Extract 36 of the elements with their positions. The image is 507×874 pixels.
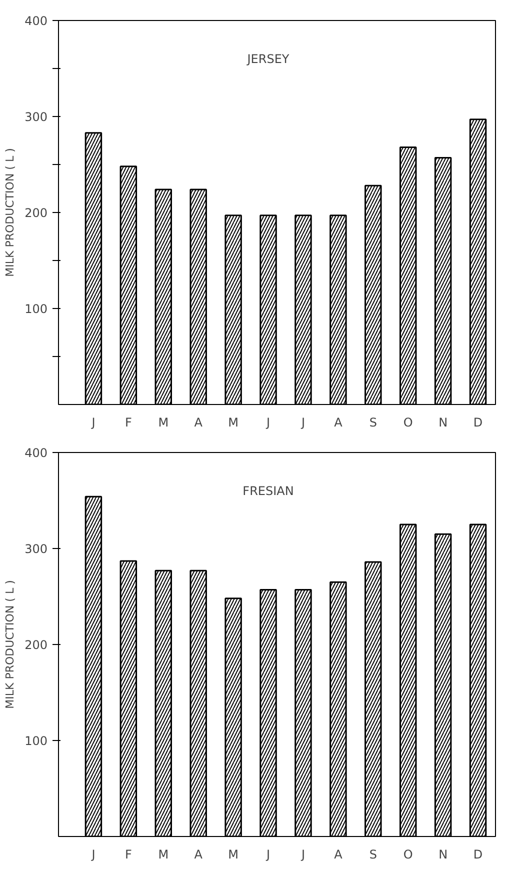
x-tick-label: M (158, 848, 169, 862)
x-tick-label: D (473, 848, 483, 862)
y-axis-title: MILK PRODUCTION ( L ) (4, 580, 17, 709)
x-tick-label: A (194, 416, 204, 430)
x-tick-label: J (265, 848, 270, 862)
x-tick-label: J (300, 848, 305, 862)
y-tick-label: 100 (24, 302, 48, 316)
x-tick-label: N (438, 848, 448, 862)
x-tick-label: M (228, 848, 238, 862)
x-tick-label: M (228, 416, 238, 430)
x-tick-label: O (403, 848, 413, 862)
x-tick-label: M (158, 416, 169, 430)
y-tick-label: 100 (24, 734, 48, 748)
x-tick-label: A (334, 848, 344, 862)
x-tick-label: J (90, 848, 96, 862)
x-tick-label: S (369, 416, 377, 430)
x-tick-label: F (124, 848, 132, 862)
y-tick-label: 400 (24, 446, 48, 460)
x-tick-label: J (300, 416, 305, 430)
x-tick-label: F (124, 416, 132, 430)
x-tick-label: O (403, 416, 413, 430)
x-tick-label: S (369, 848, 377, 862)
y-tick-label: 400 (24, 14, 48, 28)
text: FRESIAN (242, 484, 294, 498)
text: JERSEY (246, 52, 290, 66)
y-tick-label: 300 (24, 110, 48, 124)
x-tick-label: A (334, 416, 344, 430)
y-tick-label: 300 (24, 542, 48, 556)
x-tick-label: A (194, 848, 204, 862)
y-tick-label: 200 (24, 638, 48, 652)
y-axis-title: MILK PRODUCTION ( L ) (4, 148, 17, 277)
x-tick-label: J (265, 416, 270, 430)
x-tick-label: N (438, 416, 448, 430)
x-tick-label: J (90, 416, 96, 430)
x-tick-label: D (473, 416, 483, 430)
y-tick-label: 200 (24, 206, 48, 220)
